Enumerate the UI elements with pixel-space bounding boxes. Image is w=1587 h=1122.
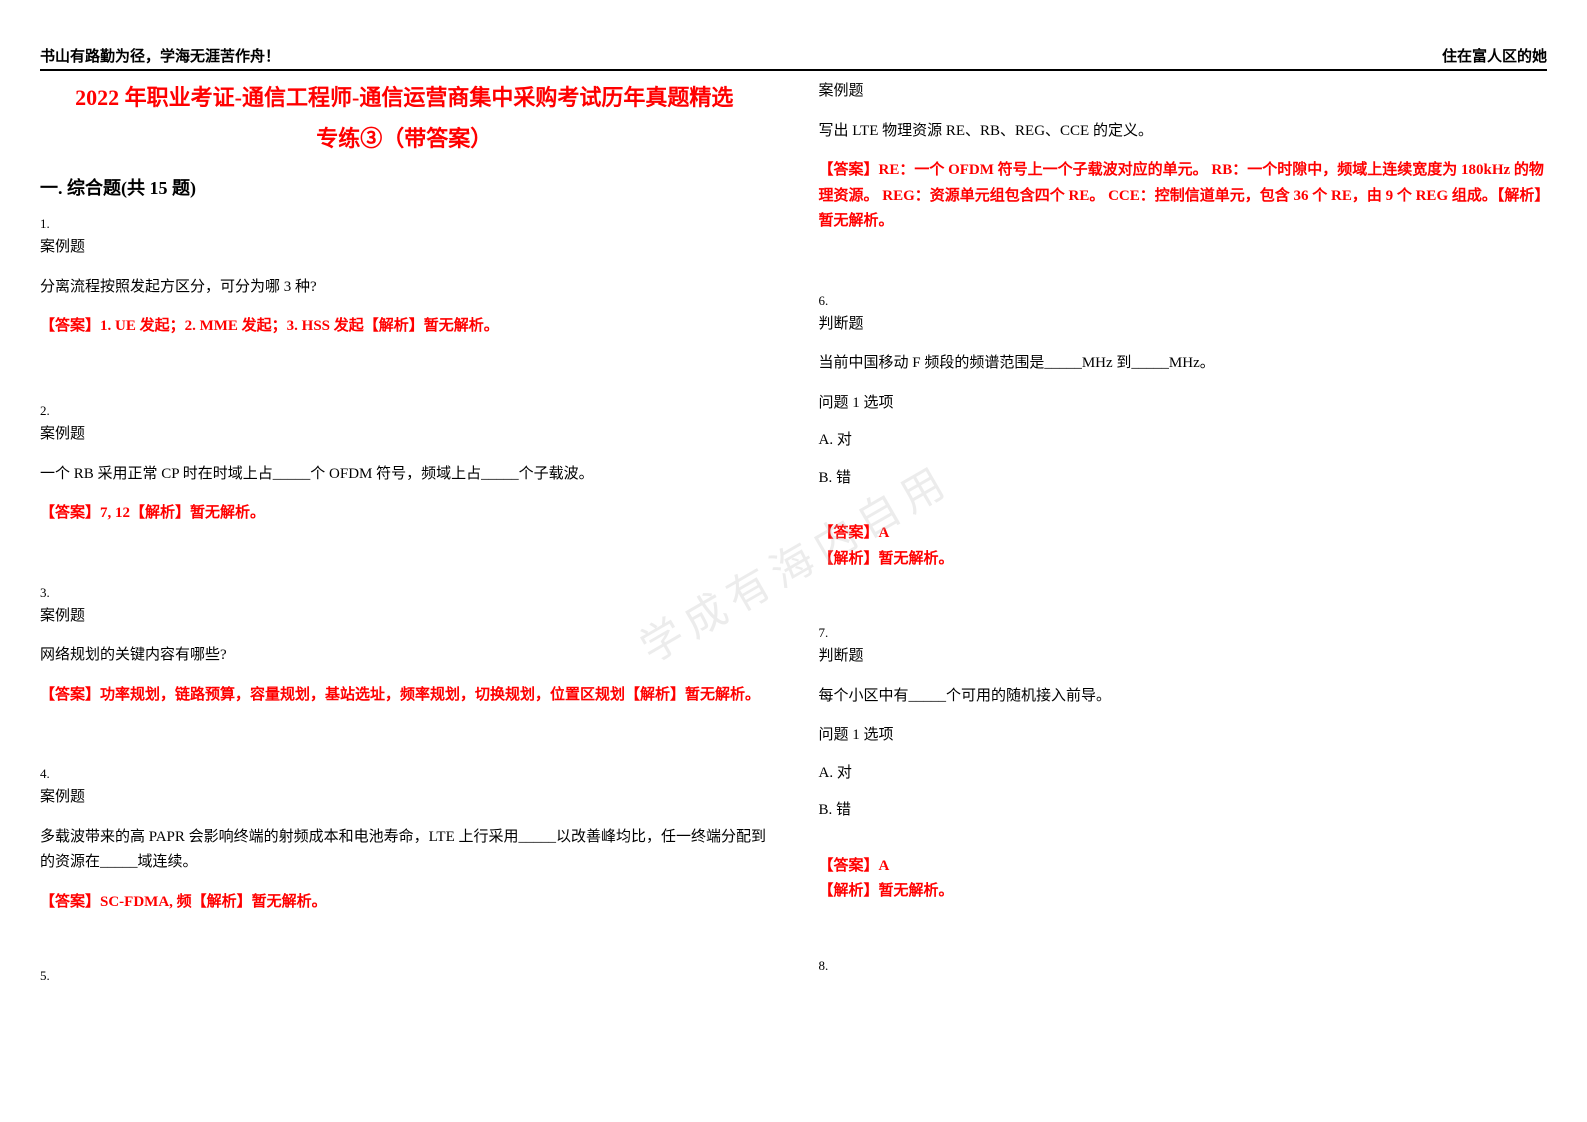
q4-type: 案例题 — [40, 785, 769, 811]
q1-answer: 【答案】1. UE 发起；2. MME 发起；3. HSS 发起【解析】暂无解析… — [40, 314, 769, 340]
q7-type: 判断题 — [819, 644, 1548, 670]
left-column: 2022 年职业考证-通信工程师-通信运营商集中采购考试历年真题精选 专练③（带… — [40, 79, 769, 987]
q1-text: 分离流程按照发起方区分，可分为哪 3 种? — [40, 275, 769, 301]
q5-number: 5. — [40, 965, 769, 987]
q7-answer: 【答案】A — [819, 854, 1548, 880]
page-header: 书山有路勤为径，学海无涯苦作舟！ 住在富人区的她 — [40, 45, 1547, 71]
r-top-answer: 【答案】RE：一个 OFDM 符号上一个子载波对应的单元。 RB：一个时隙中，频… — [819, 158, 1548, 235]
q4-answer: 【答案】SC-FDMA, 频【解析】暂无解析。 — [40, 890, 769, 916]
q4-text: 多载波带来的高 PAPR 会影响终端的射频成本和电池寿命，LTE 上行采用___… — [40, 825, 769, 876]
q3-answer: 【答案】功率规划，链路预算，容量规划，基站选址，频率规划，切换规划，位置区规划【… — [40, 683, 769, 709]
document-title: 2022 年职业考证-通信工程师-通信运营商集中采购考试历年真题精选 — [40, 79, 769, 116]
q8-number: 8. — [819, 955, 1548, 977]
right-column: 案例题 写出 LTE 物理资源 RE、RB、REG、CCE 的定义。 【答案】R… — [819, 79, 1548, 987]
q7-option-a: A. 对 — [819, 761, 1548, 787]
section-heading: 一. 综合题(共 15 题) — [40, 173, 769, 204]
q7-analysis: 【解析】暂无解析。 — [819, 879, 1548, 905]
q4-number: 4. — [40, 763, 769, 785]
q6-answer: 【答案】A — [819, 521, 1548, 547]
q6-text: 当前中国移动 F 频段的频谱范围是_____MHz 到_____MHz。 — [819, 351, 1548, 377]
q2-answer: 【答案】7, 12【解析】暂无解析。 — [40, 501, 769, 527]
q7-text: 每个小区中有_____个可用的随机接入前导。 — [819, 684, 1548, 710]
q1-type: 案例题 — [40, 235, 769, 261]
document-subtitle: 专练③（带答案） — [40, 120, 769, 157]
q6-option-b: B. 错 — [819, 466, 1548, 492]
q3-type: 案例题 — [40, 604, 769, 630]
q3-number: 3. — [40, 582, 769, 604]
q7-option-label: 问题 1 选项 — [819, 723, 1548, 749]
q7-option-b: B. 错 — [819, 798, 1548, 824]
q3-text: 网络规划的关键内容有哪些? — [40, 643, 769, 669]
q2-type: 案例题 — [40, 422, 769, 448]
q6-type: 判断题 — [819, 312, 1548, 338]
q6-option-label: 问题 1 选项 — [819, 391, 1548, 417]
q2-text: 一个 RB 采用正常 CP 时在时域上占_____个 OFDM 符号，频域上占_… — [40, 462, 769, 488]
q6-analysis: 【解析】暂无解析。 — [819, 547, 1548, 573]
header-right-text: 住在富人区的她 — [1442, 45, 1547, 66]
q1-number: 1. — [40, 213, 769, 235]
q6-option-a: A. 对 — [819, 428, 1548, 454]
q7-number: 7. — [819, 622, 1548, 644]
content-container: 2022 年职业考证-通信工程师-通信运营商集中采购考试历年真题精选 专练③（带… — [40, 79, 1547, 987]
r-top-type: 案例题 — [819, 79, 1548, 105]
q2-number: 2. — [40, 400, 769, 422]
r-top-text: 写出 LTE 物理资源 RE、RB、REG、CCE 的定义。 — [819, 119, 1548, 145]
header-left-text: 书山有路勤为径，学海无涯苦作舟！ — [40, 45, 280, 66]
q6-number: 6. — [819, 290, 1548, 312]
